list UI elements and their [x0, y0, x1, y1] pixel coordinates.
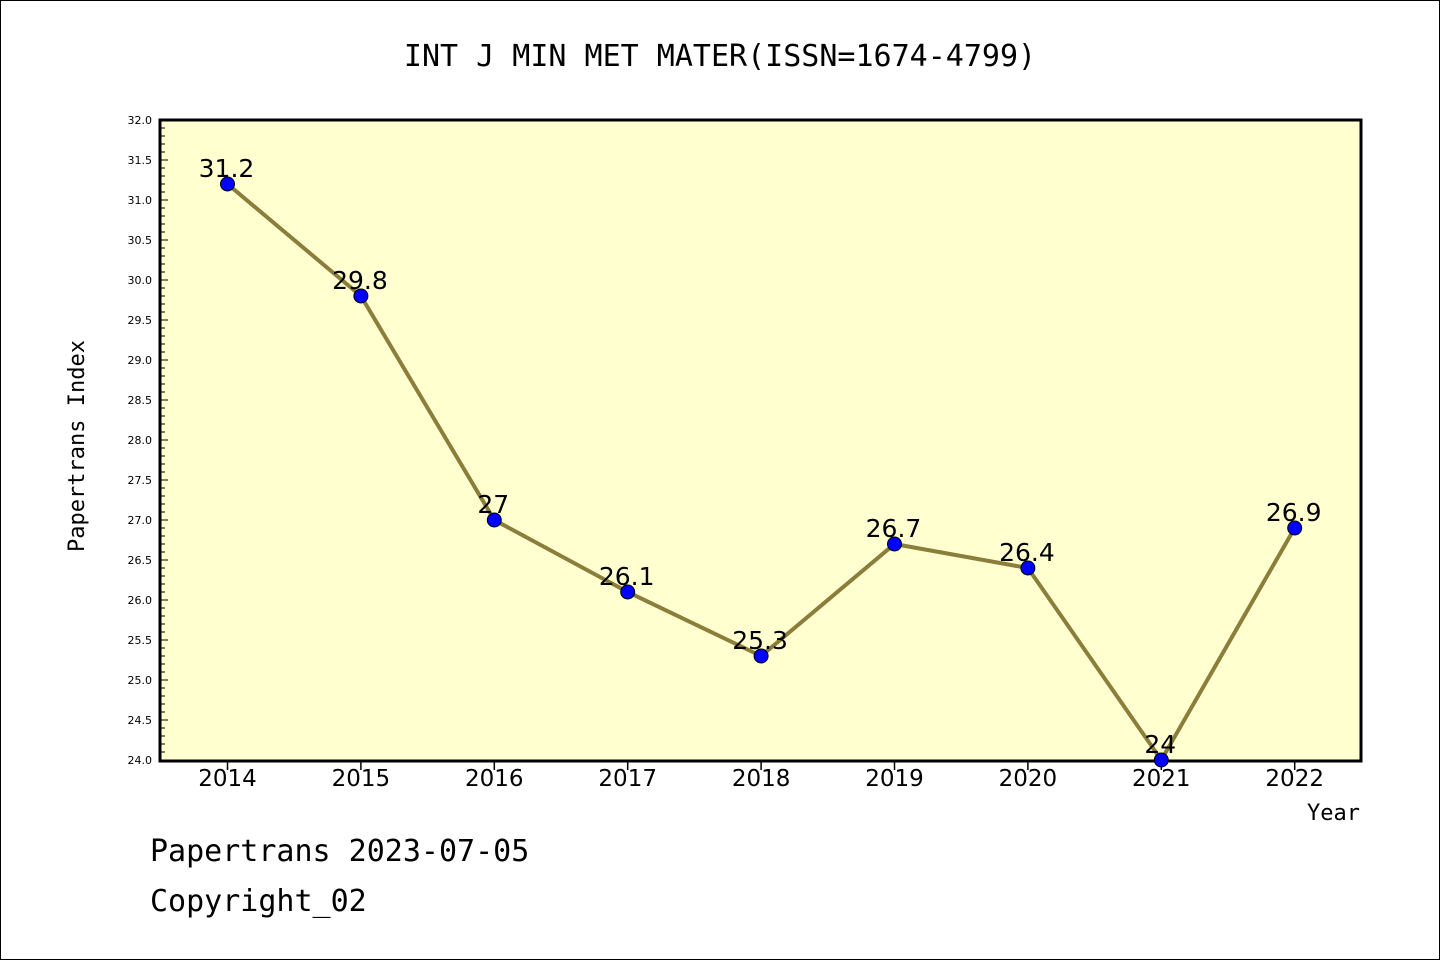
x-tick-label: 2020	[999, 766, 1058, 792]
data-label: 29.8	[332, 266, 388, 295]
y-tick-label: 31.5	[128, 154, 153, 167]
y-tick-label: 29.5	[128, 314, 153, 327]
y-tick-label: 25.5	[128, 634, 153, 647]
data-label: 26.4	[999, 538, 1055, 567]
x-tick-label: 2021	[1132, 766, 1191, 792]
x-tick-label: 2016	[465, 766, 524, 792]
data-label: 31.2	[199, 154, 255, 183]
y-axis: 24.0 24.5 25.0 25.5 26.0 26.5 27.0 27.5 28.0 28.5…	[128, 114, 168, 767]
y-tick-label: 26.5	[128, 554, 153, 567]
chart-title: INT J MIN MET MATER(ISSN=1674-4799)	[404, 39, 1036, 74]
data-label: 26.9	[1266, 498, 1322, 527]
x-axis: 2014 2015 2016 2017 2018 2019 2020 2021 2022	[198, 761, 1324, 792]
y-tick-label: 25.0	[128, 674, 153, 687]
series-group: 31.2 29.8 27 26.1 25.3 26.7 26.4 24 26.9	[199, 154, 1322, 768]
data-point	[887, 536, 902, 552]
y-axis-label: Papertrans Index	[65, 340, 90, 552]
x-tick-label: 2017	[598, 766, 657, 792]
data-label: 24	[1144, 730, 1176, 759]
x-tick-label: 2018	[732, 766, 791, 792]
data-label: 26.7	[866, 514, 922, 543]
data-point	[620, 584, 636, 600]
y-tick-label: 24.0	[128, 754, 153, 767]
data-point	[753, 648, 769, 664]
data-label: 25.3	[732, 626, 788, 655]
data-label: 26.1	[599, 562, 655, 591]
data-point	[353, 288, 369, 304]
x-axis-label: Year	[1307, 801, 1360, 826]
y-tick-label: 24.5	[128, 714, 153, 727]
y-tick-label: 28.5	[128, 394, 153, 407]
data-point	[220, 176, 235, 192]
y-tick-label: 26.0	[128, 594, 153, 607]
y-tick-label: 27.0	[128, 514, 153, 527]
y-tick-label: 29.0	[128, 354, 153, 367]
y-tick-label: 28.0	[128, 434, 153, 447]
x-tick-label: 2019	[865, 766, 924, 792]
data-point	[1020, 560, 1036, 576]
data-point	[486, 512, 502, 528]
y-tick-label: 27.5	[128, 474, 153, 487]
data-point	[1153, 752, 1169, 768]
y-tick-label: 31.0	[128, 194, 153, 207]
x-tick-label: 2022	[1265, 766, 1324, 792]
y-tick-label: 30.5	[128, 234, 153, 247]
x-tick-label: 2014	[198, 766, 257, 792]
y-tick-label: 32.0	[128, 114, 153, 127]
footer-source: Papertrans 2023-07-05	[150, 834, 530, 869]
data-point	[1287, 520, 1303, 536]
x-tick-label: 2015	[332, 766, 391, 792]
data-label: 27	[477, 490, 509, 519]
y-tick-label: 30.0	[128, 274, 153, 287]
footer-copyright: Copyright_02	[150, 884, 367, 919]
plot-area	[158, 118, 1363, 763]
